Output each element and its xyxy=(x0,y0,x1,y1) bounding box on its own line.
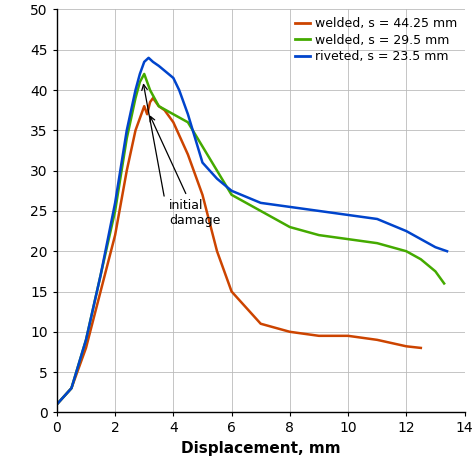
riveted, s = 23.5 mm xyxy=(185,111,191,117)
welded, s = 29.5 mm xyxy=(144,79,150,85)
riveted, s = 23.5 mm xyxy=(141,59,147,65)
Legend: welded, s = 44.25 mm, welded, s = 29.5 mm, riveted, s = 23.5 mm: welded, s = 44.25 mm, welded, s = 29.5 m… xyxy=(290,12,462,68)
welded, s = 44.25 mm xyxy=(162,108,167,113)
riveted, s = 23.5 mm xyxy=(374,216,380,222)
welded, s = 29.5 mm xyxy=(345,237,351,242)
welded, s = 29.5 mm xyxy=(69,385,74,391)
Line: riveted, s = 23.5 mm: riveted, s = 23.5 mm xyxy=(57,58,447,404)
riveted, s = 23.5 mm xyxy=(200,160,205,165)
welded, s = 44.25 mm xyxy=(418,345,424,351)
welded, s = 29.5 mm xyxy=(214,168,220,173)
riveted, s = 23.5 mm xyxy=(214,176,220,182)
welded, s = 44.25 mm xyxy=(141,103,147,109)
riveted, s = 23.5 mm xyxy=(433,245,438,250)
welded, s = 44.25 mm xyxy=(54,401,60,407)
welded, s = 44.25 mm xyxy=(287,329,292,335)
welded, s = 29.5 mm xyxy=(54,401,60,407)
welded, s = 29.5 mm xyxy=(185,119,191,125)
riveted, s = 23.5 mm xyxy=(69,385,74,391)
Text: initial
damage: initial damage xyxy=(150,117,220,227)
welded, s = 44.25 mm xyxy=(316,333,322,338)
riveted, s = 23.5 mm xyxy=(98,273,103,278)
Line: welded, s = 44.25 mm: welded, s = 44.25 mm xyxy=(57,98,421,404)
riveted, s = 23.5 mm xyxy=(156,63,162,69)
welded, s = 29.5 mm xyxy=(147,87,153,93)
riveted, s = 23.5 mm xyxy=(287,204,292,210)
riveted, s = 23.5 mm xyxy=(345,212,351,218)
welded, s = 44.25 mm xyxy=(133,128,138,133)
welded, s = 44.25 mm xyxy=(229,289,235,294)
riveted, s = 23.5 mm xyxy=(150,59,156,65)
welded, s = 44.25 mm xyxy=(98,289,103,294)
riveted, s = 23.5 mm xyxy=(403,228,409,234)
welded, s = 44.25 mm xyxy=(171,119,176,125)
welded, s = 44.25 mm xyxy=(345,333,351,338)
riveted, s = 23.5 mm xyxy=(176,87,182,93)
riveted, s = 23.5 mm xyxy=(171,75,176,81)
riveted, s = 23.5 mm xyxy=(316,208,322,214)
welded, s = 29.5 mm xyxy=(258,208,264,214)
welded, s = 44.25 mm xyxy=(374,337,380,343)
welded, s = 44.25 mm xyxy=(156,103,162,109)
riveted, s = 23.5 mm xyxy=(444,248,450,254)
riveted, s = 23.5 mm xyxy=(137,71,143,77)
welded, s = 44.25 mm xyxy=(150,95,156,101)
welded, s = 44.25 mm xyxy=(185,152,191,157)
riveted, s = 23.5 mm xyxy=(258,200,264,206)
riveted, s = 23.5 mm xyxy=(146,55,151,61)
welded, s = 29.5 mm xyxy=(200,144,205,149)
welded, s = 29.5 mm xyxy=(316,232,322,238)
welded, s = 44.25 mm xyxy=(147,100,153,105)
riveted, s = 23.5 mm xyxy=(54,401,60,407)
welded, s = 44.25 mm xyxy=(403,344,409,349)
welded, s = 29.5 mm xyxy=(229,192,235,198)
welded, s = 29.5 mm xyxy=(133,95,138,101)
welded, s = 29.5 mm xyxy=(98,273,103,278)
welded, s = 44.25 mm xyxy=(69,385,74,391)
welded, s = 29.5 mm xyxy=(418,256,424,262)
riveted, s = 23.5 mm xyxy=(133,87,138,93)
welded, s = 44.25 mm xyxy=(138,111,144,117)
welded, s = 44.25 mm xyxy=(124,168,129,173)
welded, s = 29.5 mm xyxy=(433,268,438,274)
X-axis label: Displacement, mm: Displacement, mm xyxy=(181,441,340,456)
riveted, s = 23.5 mm xyxy=(124,128,129,133)
welded, s = 44.25 mm xyxy=(112,232,118,238)
welded, s = 29.5 mm xyxy=(124,136,129,141)
welded, s = 29.5 mm xyxy=(137,79,143,85)
welded, s = 44.25 mm xyxy=(144,111,150,117)
riveted, s = 23.5 mm xyxy=(229,188,235,193)
welded, s = 29.5 mm xyxy=(83,337,89,343)
welded, s = 29.5 mm xyxy=(171,111,176,117)
welded, s = 29.5 mm xyxy=(403,248,409,254)
riveted, s = 23.5 mm xyxy=(83,337,89,343)
welded, s = 44.25 mm xyxy=(200,192,205,198)
welded, s = 44.25 mm xyxy=(243,305,249,310)
welded, s = 29.5 mm xyxy=(441,281,447,286)
riveted, s = 23.5 mm xyxy=(418,237,424,242)
welded, s = 44.25 mm xyxy=(83,345,89,351)
welded, s = 44.25 mm xyxy=(214,248,220,254)
riveted, s = 23.5 mm xyxy=(112,200,118,206)
welded, s = 29.5 mm xyxy=(141,71,147,77)
welded, s = 29.5 mm xyxy=(374,240,380,246)
welded, s = 44.25 mm xyxy=(258,321,264,327)
welded, s = 29.5 mm xyxy=(287,224,292,230)
Line: welded, s = 29.5 mm: welded, s = 29.5 mm xyxy=(57,74,444,404)
welded, s = 29.5 mm xyxy=(156,103,162,109)
welded, s = 29.5 mm xyxy=(112,208,118,214)
